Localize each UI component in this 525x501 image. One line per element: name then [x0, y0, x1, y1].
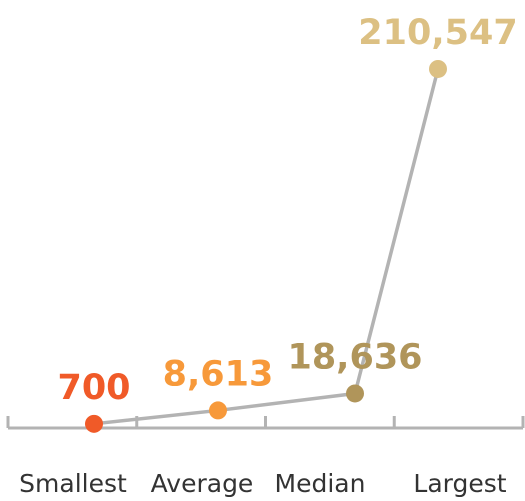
x-tick-label: Smallest: [19, 469, 127, 498]
value-label: 8,613: [163, 354, 274, 394]
value-label: 18,636: [287, 337, 422, 377]
x-tick-label: Largest: [413, 469, 506, 498]
point: [346, 384, 364, 403]
line: [93, 68, 440, 426]
point: [85, 414, 103, 433]
point: [429, 59, 447, 78]
value-label: 700: [57, 368, 130, 408]
point: [209, 401, 227, 420]
x-tick-label: Average: [151, 469, 254, 498]
x-tick-label: Median: [275, 469, 366, 498]
value-label: 210,547: [358, 13, 517, 53]
